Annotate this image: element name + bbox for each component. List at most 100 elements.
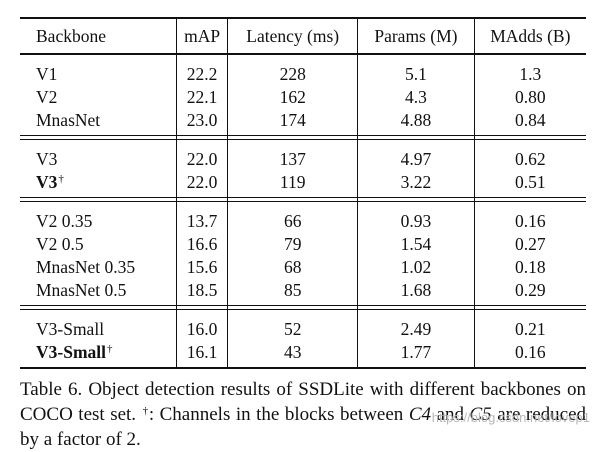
backbone-name: V3-Small: [36, 342, 106, 362]
table-row: V3-Small† 16.1 43 1.77 0.16: [20, 341, 586, 368]
backbone-name: V2 0.5: [36, 234, 84, 254]
cell-latency: 162: [227, 86, 358, 109]
table-row: V2 22.1 162 4.3 0.80: [20, 86, 586, 109]
separator-cell: [20, 305, 177, 310]
cell-latency: 85: [227, 279, 358, 306]
dagger-mark: †: [58, 173, 64, 185]
cell-map: 23.0: [175, 109, 228, 136]
group-separator: [20, 197, 586, 202]
separator-cell: [357, 135, 475, 140]
cell-madds: 0.16: [473, 341, 586, 368]
cell-params: 1.77: [357, 341, 475, 368]
separator-cell: [357, 197, 475, 202]
cell-latency: 66: [227, 201, 358, 233]
backbone-name: MnasNet: [36, 110, 101, 130]
group-separator: [20, 135, 586, 140]
separator-cell: [227, 135, 358, 140]
cell-map: 18.5: [175, 279, 228, 306]
cell-latency: 119: [227, 171, 358, 198]
cell-map: 22.1: [175, 86, 228, 109]
separator-cell: [175, 135, 228, 140]
cell-map: 16.0: [175, 309, 228, 341]
backbone-name: V1: [36, 64, 58, 84]
header-latency: Latency (ms): [227, 18, 358, 54]
header-params: Params (M): [357, 18, 475, 54]
cell-backbone: MnasNet 0.35: [20, 256, 177, 279]
cell-madds: 0.16: [473, 201, 586, 233]
cell-params: 1.02: [357, 256, 475, 279]
table-row: MnasNet 0.5 18.5 85 1.68 0.29: [20, 279, 586, 306]
backbone-name: V3: [36, 149, 58, 169]
cell-params: 1.68: [357, 279, 475, 306]
separator-cell: [175, 197, 228, 202]
cell-params: 2.49: [357, 309, 475, 341]
cell-map: 13.7: [175, 201, 228, 233]
cell-params: 1.54: [357, 233, 475, 256]
cell-backbone: V3-Small: [20, 310, 177, 342]
cell-backbone: V3†: [20, 171, 177, 198]
table-row: MnasNet 0.35 15.6 68 1.02 0.18: [20, 256, 586, 279]
header-madds: MAdds (B): [473, 18, 586, 54]
caption-text-3: and: [436, 404, 464, 425]
cell-latency: 43: [227, 341, 358, 368]
table-row: V2 0.35 13.7 66 0.93 0.16: [20, 201, 586, 233]
cell-params: 4.3: [357, 86, 475, 109]
cell-params: 0.93: [357, 201, 475, 233]
caption-dagger: †: [142, 405, 149, 417]
cell-madds: 0.80: [473, 86, 586, 109]
table-row: V3† 22.0 119 3.22 0.51: [20, 171, 586, 198]
dagger-mark: †: [107, 343, 113, 355]
backbone-name: MnasNet 0.5: [36, 280, 127, 300]
cell-map: 22.0: [175, 171, 228, 198]
cell-backbone: MnasNet 0.5: [20, 279, 177, 306]
cell-params: 3.22: [357, 171, 475, 198]
backbone-name: V3: [36, 172, 58, 192]
cell-backbone: MnasNet: [20, 109, 177, 136]
cell-backbone: V3: [20, 140, 177, 172]
figure: Backbone mAP Latency (ms) Params (M) MAd…: [20, 17, 586, 452]
cell-madds: 0.21: [473, 309, 586, 341]
table-row: V2 0.5 16.6 79 1.54 0.27: [20, 233, 586, 256]
backbone-name: V2 0.35: [36, 211, 93, 231]
header-backbone: Backbone: [36, 25, 106, 46]
cell-latency: 228: [227, 54, 358, 86]
cell-latency: 137: [227, 139, 358, 171]
caption-c4: C4: [408, 404, 432, 425]
table-row: V3 22.0 137 4.97 0.62: [20, 139, 586, 172]
table-header-row: Backbone mAP Latency (ms) Params (M) MAd…: [20, 18, 586, 54]
table-body: V1 22.2 228 5.1 1.3 V2 22.1 162 4.3 0.80 MnasNet 23…: [20, 54, 586, 368]
caption-text-1: Object detection results of SSDLite with…: [20, 379, 586, 425]
cell-backbone: V1: [20, 54, 177, 86]
cell-params: 4.97: [357, 139, 475, 171]
backbone-name: V3-Small: [36, 319, 105, 339]
separator-cell: [20, 197, 177, 202]
caption-label: Table 6.: [20, 379, 83, 400]
separator-cell: [175, 305, 228, 310]
separator-cell: [473, 135, 586, 140]
table-row: V1 22.2 228 5.1 1.3: [20, 54, 586, 86]
header-map: mAP: [175, 18, 228, 54]
cell-madds: 0.27: [473, 233, 586, 256]
cell-latency: 174: [227, 109, 358, 136]
cell-backbone: V2: [20, 86, 177, 109]
separator-cell: [227, 197, 358, 202]
caption-text-2: : Channels in the blocks between: [148, 404, 404, 425]
cell-params: 4.88: [357, 109, 475, 136]
backbone-name: V2: [36, 87, 58, 107]
separator-cell: [227, 305, 358, 310]
cell-map: 16.6: [175, 233, 228, 256]
cell-backbone: V3-Small†: [20, 341, 177, 368]
cell-latency: 79: [227, 233, 358, 256]
watermark: https://blog.csdn.net/lovep1: [431, 410, 590, 425]
cell-madds: 1.3: [473, 54, 586, 86]
caption-c5: C5: [469, 404, 492, 425]
cell-madds: 0.51: [473, 171, 586, 198]
group-separator: [20, 305, 586, 310]
cell-params: 5.1: [357, 54, 475, 86]
cell-map: 22.0: [175, 139, 228, 171]
separator-cell: [20, 135, 177, 140]
table-row: V3-Small 16.0 52 2.49 0.21: [20, 309, 586, 342]
cell-madds: 0.62: [473, 139, 586, 171]
cell-madds: 0.29: [473, 279, 586, 306]
cell-latency: 52: [227, 309, 358, 341]
